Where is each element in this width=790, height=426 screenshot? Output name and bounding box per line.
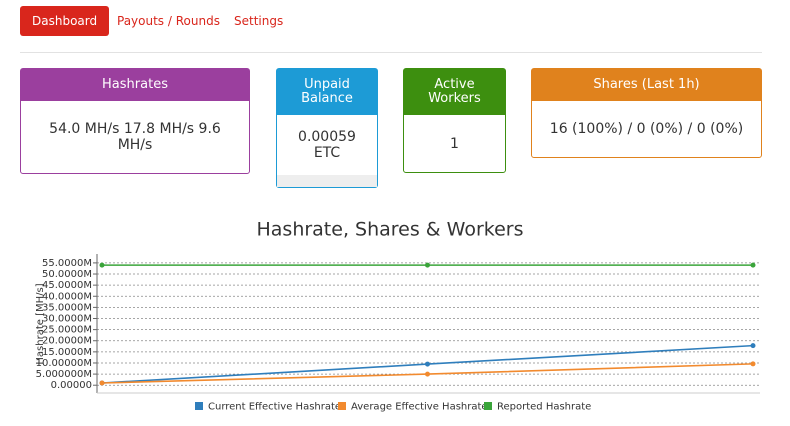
y-tick-label: 5.000000M [36,369,92,380]
y-tick-label: 20.0000M [42,336,92,347]
data-point [99,380,105,386]
y-tick-label: 25.0000M [42,325,92,336]
series-line [101,344,754,384]
legend-swatch [484,402,492,410]
card-body: 16 (100%) / 0 (0%) / 0 (0%) [549,121,744,137]
y-tick-label: 50.0000M [42,269,92,280]
card-title: Hashrates [21,69,249,101]
y-tick-label: 35.0000M [42,302,92,313]
card-body: 1 [450,135,459,152]
y-tick-label: 10.00000M [36,358,92,369]
card-body: 54.0 MH/s 17.8 MH/s 9.6 MH/s [49,121,221,153]
y-tick-label: 0.00000 [51,380,92,391]
card-footer [277,175,377,187]
tab[interactable]: Dashboard [20,6,110,36]
legend-swatch [338,402,346,410]
divider [20,52,762,53]
legend-swatch [195,402,203,410]
legend-label: Reported Hashrate [497,402,591,413]
card: Unpaid Balance 0.00059 ETC [276,68,378,188]
card: Shares (Last 1h) 16 (100%) / 0 (0%) / 0 … [531,68,762,158]
y-tick-label: 45.0000M [42,280,92,291]
card-title: Unpaid Balance [277,69,377,115]
data-point [750,361,756,367]
data-point [99,262,105,268]
card: Hashrates 54.0 MH/s 17.8 MH/s 9.6 MH/s [20,68,250,174]
y-tick-label: 40.0000M [42,291,92,302]
card-title: Shares (Last 1h) [532,69,761,101]
data-point [750,343,756,349]
tab[interactable]: Payouts / Rounds [117,14,220,28]
card-title: Active Workers [404,69,505,115]
y-tick-label: 55.0000M [42,258,92,269]
chart-title: Hashrate, Shares & Workers [256,219,523,241]
series-line [101,363,754,384]
data-point [425,262,430,268]
y-tick-label: 30.0000M [42,313,92,324]
data-point [425,371,430,377]
card-body: 0.00059 ETC [298,129,356,161]
legend-label: Average Effective Hashrate [351,402,488,413]
tab[interactable]: Settings [234,14,284,28]
data-point [99,380,105,386]
legend-label: Current Effective Hashrate [208,402,341,413]
data-point [750,262,756,268]
y-tick-label: 15.0000M [42,347,92,358]
data-point [425,361,430,367]
y-axis-label: Hashrate [MH/s] [35,283,46,364]
card: Active Workers 1 [403,68,506,173]
